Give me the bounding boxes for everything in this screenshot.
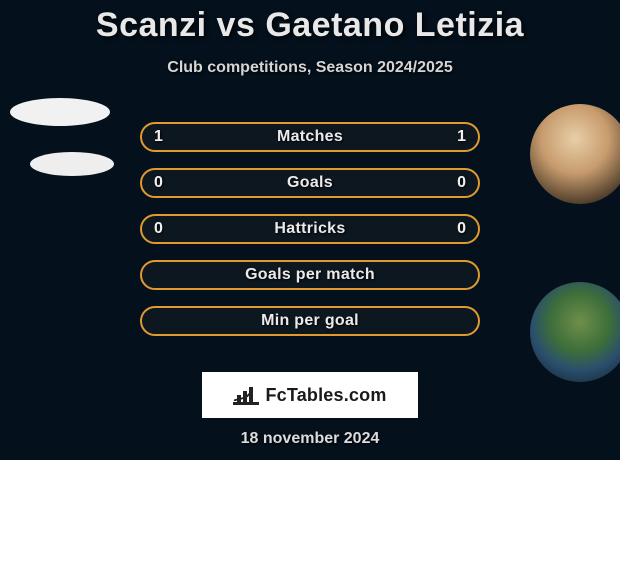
stat-label: Matches <box>142 128 478 146</box>
fctables-icon <box>233 385 259 405</box>
placeholder-shape <box>30 152 114 176</box>
stat-label: Goals <box>142 174 478 192</box>
comparison-panel: Scanzi vs Gaetano Letizia Club competiti… <box>0 0 620 460</box>
date-label: 18 november 2024 <box>0 430 620 448</box>
source-logo: FcTables.com <box>202 372 418 418</box>
stat-label: Min per goal <box>142 312 478 330</box>
stat-row-min-per-goal: Min per goal <box>140 306 480 336</box>
subtitle: Club competitions, Season 2024/2025 <box>0 59 620 77</box>
stat-row-goals-per-match: Goals per match <box>140 260 480 290</box>
stats-table: 1 Matches 1 0 Goals 0 0 Hattricks 0 Goal… <box>140 122 480 352</box>
stat-label: Goals per match <box>142 266 478 284</box>
stat-row-goals: 0 Goals 0 <box>140 168 480 198</box>
stat-label: Hattricks <box>142 220 478 238</box>
logo-text: FcTables.com <box>265 385 386 406</box>
page-title: Scanzi vs Gaetano Letizia <box>0 0 620 45</box>
stat-row-matches: 1 Matches 1 <box>140 122 480 152</box>
player-left-placeholder <box>10 98 114 176</box>
placeholder-shape <box>10 98 110 126</box>
player-right-avatar <box>530 104 620 204</box>
stat-row-hattricks: 0 Hattricks 0 <box>140 214 480 244</box>
club-badge-right <box>530 282 620 382</box>
